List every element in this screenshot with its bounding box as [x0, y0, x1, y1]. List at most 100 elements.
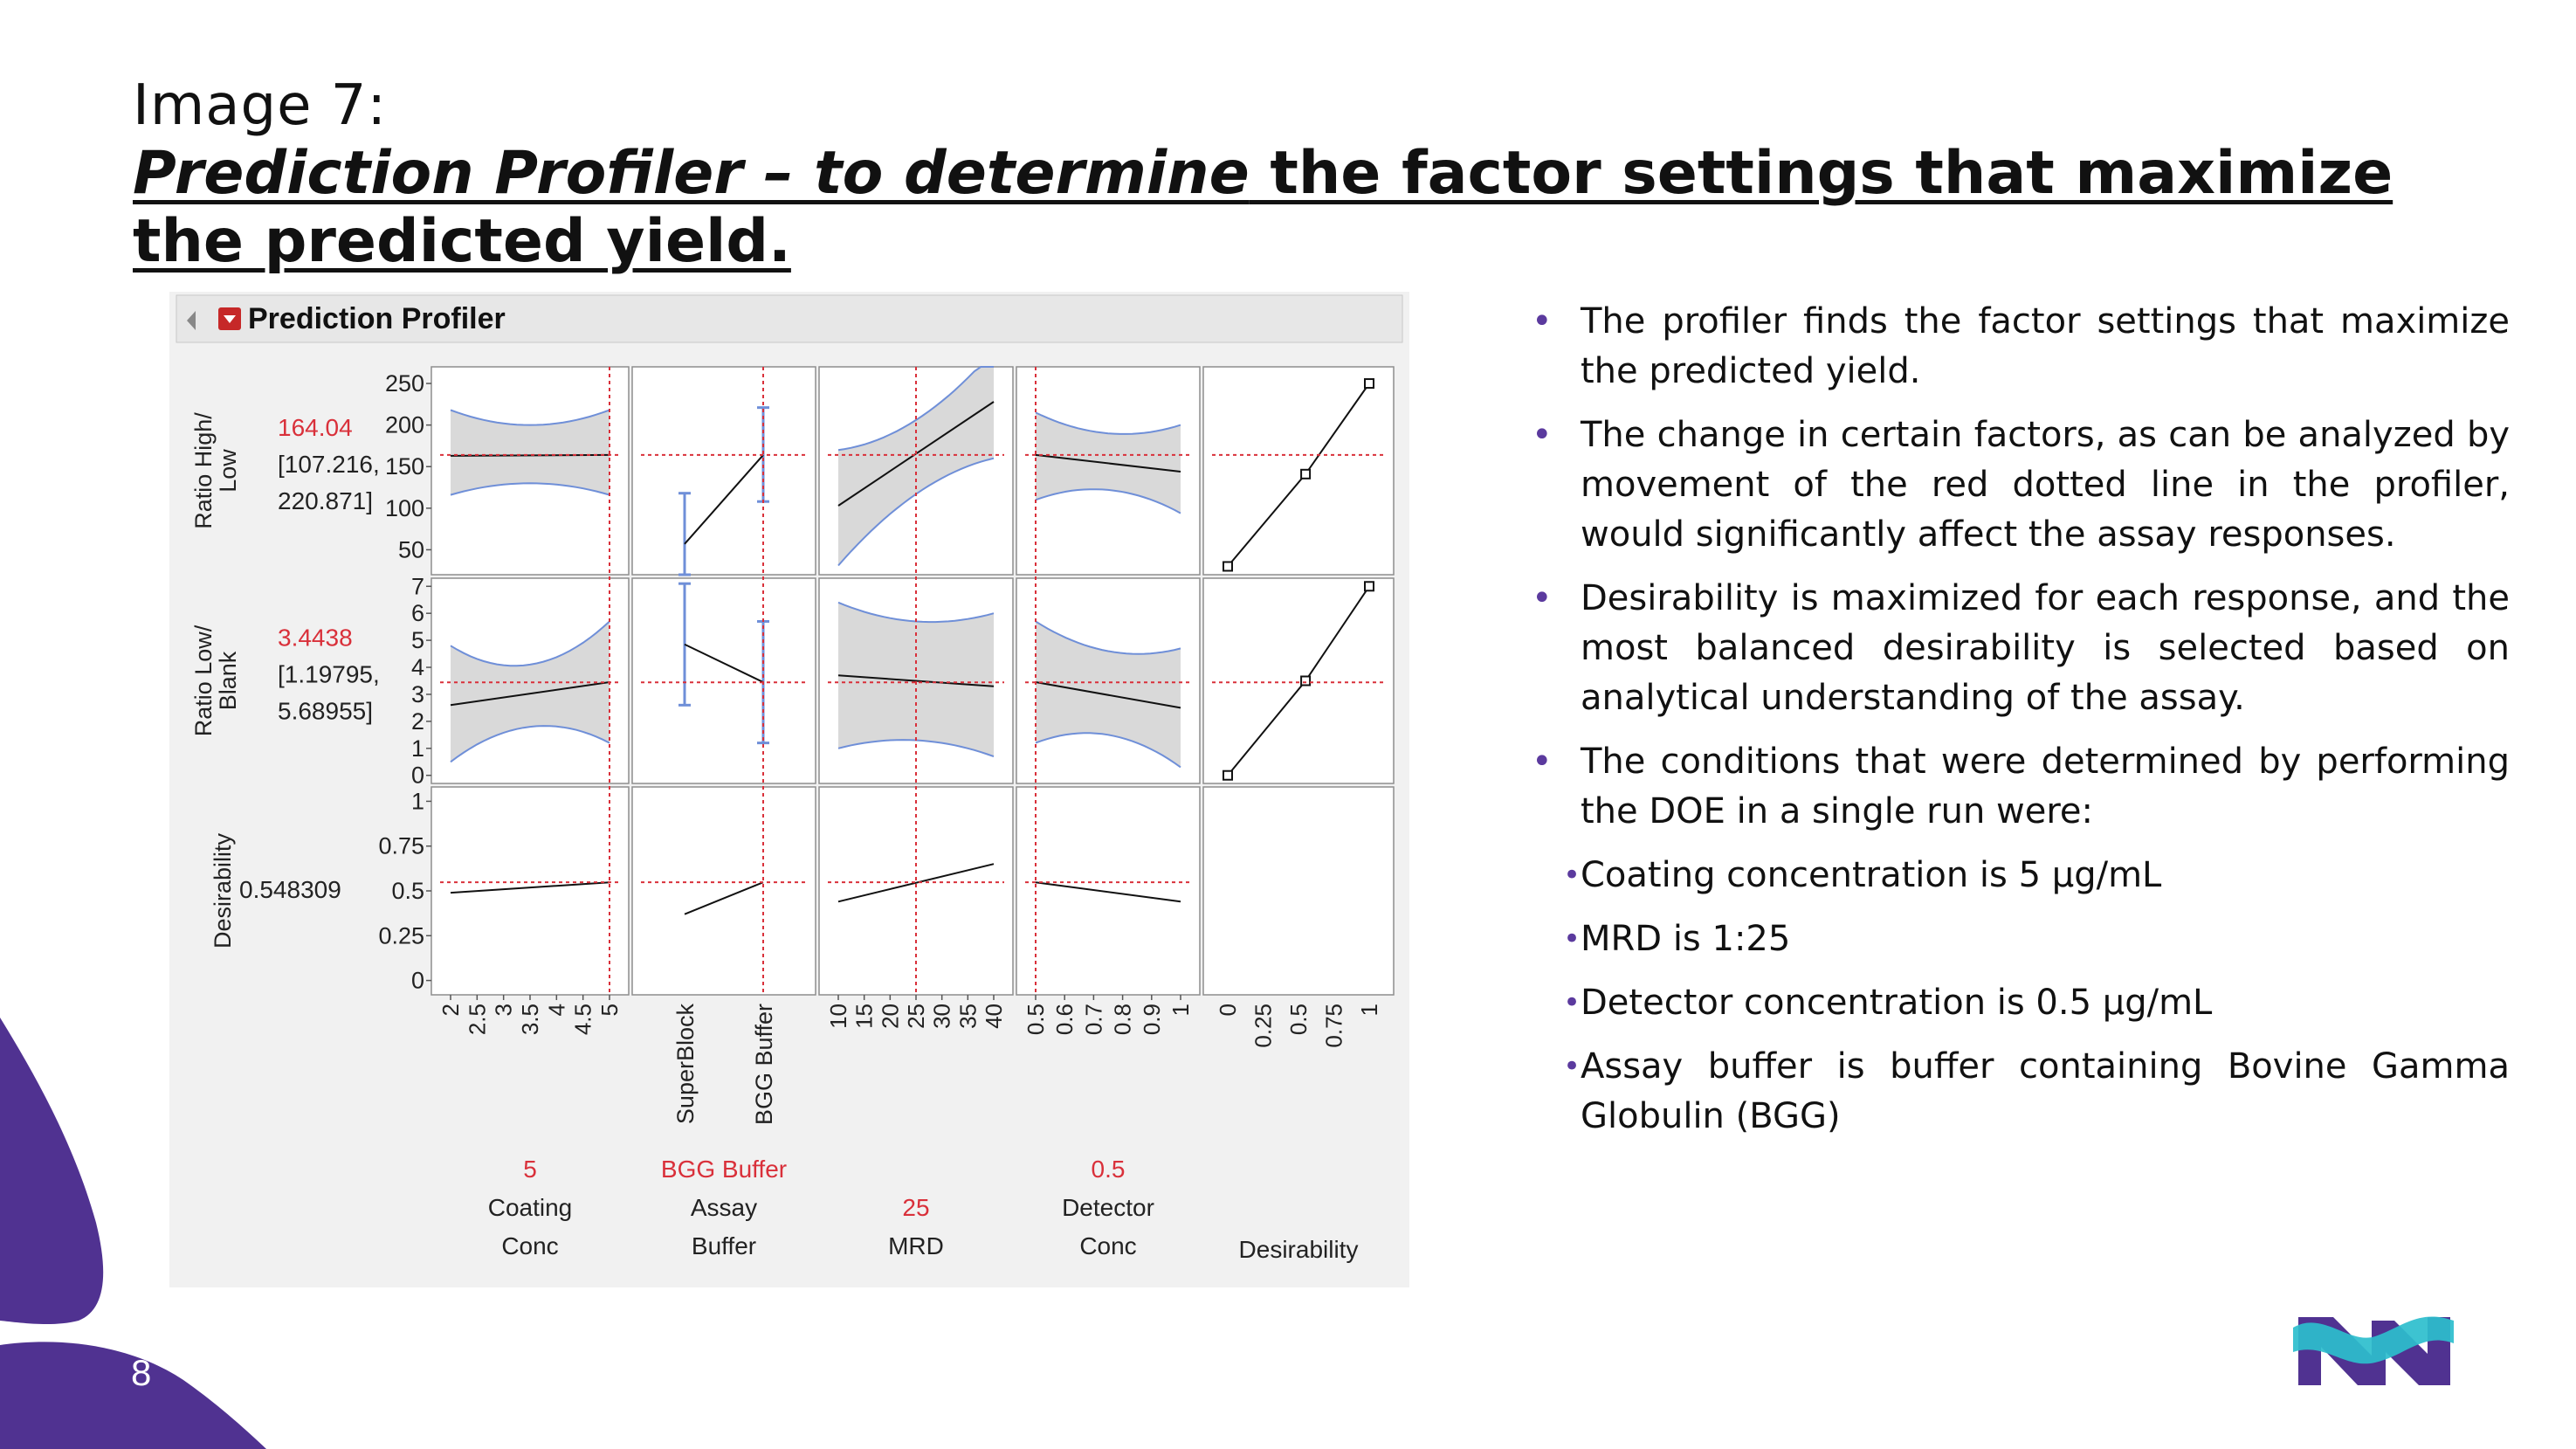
- x-tick-label: 1: [1167, 1004, 1194, 1016]
- row-confidence-interval: [1.19795,: [278, 661, 380, 688]
- bullet-dot: •: [1532, 301, 1553, 342]
- x-tick-label: 20: [877, 1004, 903, 1029]
- bullet-dot: •: [1532, 742, 1553, 782]
- bullet-text: Desirability is maximized for each respo…: [1581, 578, 2510, 718]
- column-label: Conc: [501, 1232, 558, 1259]
- prediction-trace: [684, 881, 764, 915]
- y-tick-label: 0: [411, 968, 424, 994]
- row-label: Ratio Low/: [190, 624, 217, 736]
- sub-bullet-text: Assay buffer is buffer containing Bovine…: [1581, 1046, 2510, 1136]
- y-tick-label: 1: [411, 788, 424, 814]
- row-current-value: 3.4438: [278, 624, 353, 652]
- bullet-text: The conditions that were determined by p…: [1581, 742, 2510, 831]
- desirability-marker: [1300, 468, 1312, 480]
- sub-bullet-text: Detector concentration is 0.5 µg/mL: [1581, 983, 2213, 1023]
- prediction-trace: [1035, 881, 1181, 903]
- x-tick-label: 35: [954, 1004, 981, 1029]
- x-tick-label: 0.9: [1139, 1004, 1165, 1035]
- y-tick-label: 0.5: [391, 878, 424, 904]
- prediction-trace: [837, 674, 995, 687]
- profiler-cell: [631, 366, 816, 576]
- sub-bullet-item: • Coating concentration is 5 µg/mL: [1523, 851, 2510, 900]
- desirability-marker: [1364, 378, 1374, 390]
- profiler-cell: [1202, 786, 1395, 996]
- row-confidence-interval: 5.68955]: [278, 698, 373, 725]
- x-tick-label: 10: [825, 1004, 851, 1029]
- profiler-header-bar: [176, 294, 1403, 343]
- row-confidence-interval: 220.871]: [278, 487, 373, 514]
- prediction-trace: [450, 681, 610, 707]
- y-tick-label: 150: [385, 453, 424, 480]
- row-current-value: 164.04: [278, 414, 353, 441]
- sub-bullet-text: MRD is 1:25: [1581, 919, 1791, 959]
- column-label: Coating: [488, 1194, 573, 1221]
- desirability-column-label: Desirability: [1239, 1236, 1359, 1263]
- profiler-cell: [1202, 366, 1395, 576]
- desirability-marker: [1223, 561, 1233, 572]
- row-label-group: Desirability: [210, 832, 236, 949]
- bullet-list: • The profiler finds the factor settings …: [1523, 297, 2510, 1156]
- column-label: Conc: [1079, 1232, 1136, 1259]
- prediction-trace: [450, 881, 610, 894]
- confidence-lower-curve: [450, 725, 610, 763]
- confidence-lower-curve: [1035, 732, 1181, 769]
- prediction-trace: [837, 863, 995, 903]
- sub-bullet-dot: •: [1563, 858, 1581, 893]
- x-tick-label: BGG Buffer: [751, 1004, 777, 1125]
- y-tick-label: 50: [398, 536, 424, 562]
- profiler-cell: [631, 577, 816, 784]
- slide-title-emphasis: Prediction Profiler – to determine: [133, 139, 1250, 208]
- row-label: Desirability: [210, 832, 236, 949]
- x-tick-label: 30: [929, 1004, 955, 1029]
- bullet-item: • The conditions that were determined by …: [1523, 737, 2510, 837]
- collapse-triangle-icon: [187, 311, 196, 330]
- x-tick-label: 2: [437, 1004, 464, 1016]
- y-tick-label: 6: [411, 600, 424, 626]
- bullet-text: The profiler finds the factor settings t…: [1581, 301, 2510, 391]
- bullet-item: • The profiler finds the factor settings …: [1523, 297, 2510, 397]
- confidence-lower-curve: [1035, 488, 1181, 514]
- x-tick-label: 15: [851, 1004, 878, 1029]
- column-current-value: 0.5: [1092, 1156, 1126, 1183]
- bullet-item: • Desirability is maximized for each resp…: [1523, 574, 2510, 723]
- row-label-group: Ratio Low/Blank: [190, 624, 241, 736]
- row-label-group: Ratio High/Low: [190, 412, 241, 529]
- x-tick-label: 0: [1215, 1004, 1241, 1016]
- y-tick-label: 4: [411, 654, 424, 680]
- row-label: Ratio High/: [190, 412, 217, 529]
- bullet-item: • The change in certain factors, as can b…: [1523, 411, 2510, 560]
- confidence-band: [838, 602, 994, 757]
- profiler-cell: [1016, 786, 1201, 996]
- prediction-trace: [1035, 453, 1181, 473]
- confidence-upper-curve: [1035, 620, 1181, 655]
- column-label: Assay: [691, 1194, 757, 1221]
- slide-heading: Image 7:: [133, 73, 388, 138]
- x-tick-label: 0.5: [1285, 1004, 1312, 1035]
- profiler-title: Prediction Profiler: [248, 302, 506, 335]
- x-tick-label: 0.25: [1250, 1004, 1277, 1048]
- bullet-dot: •: [1532, 578, 1553, 618]
- sub-bullet-item: • MRD is 1:25: [1523, 914, 2510, 964]
- sub-bullet-dot: •: [1563, 921, 1581, 956]
- x-tick-label: 0.8: [1110, 1004, 1136, 1035]
- x-tick-label: 5: [596, 1004, 623, 1016]
- sub-bullet-dot: •: [1563, 1049, 1581, 1084]
- desirability-marker: [1300, 675, 1312, 687]
- desirability-marker: [1223, 769, 1233, 781]
- y-tick-label: 1: [411, 735, 424, 762]
- x-tick-label: 0.75: [1321, 1004, 1347, 1048]
- x-tick-label: 2.5: [464, 1004, 490, 1035]
- sub-bullet-item: • Assay buffer is buffer containing Bovin…: [1523, 1042, 2510, 1142]
- column-current-value: 25: [902, 1194, 929, 1221]
- row-current-value: 0.548309: [239, 876, 341, 903]
- slide-title-rest: the factor settings that maximize the pr…: [133, 139, 2393, 276]
- prediction-trace: [450, 453, 610, 457]
- y-tick-label: 200: [385, 412, 424, 438]
- row-label: Low: [215, 449, 241, 493]
- company-logo: [2293, 1316, 2454, 1385]
- y-tick-label: 5: [411, 627, 424, 653]
- bullet-dot: •: [1532, 415, 1553, 455]
- y-tick-label: 3: [411, 681, 424, 707]
- desirability-marker: [1364, 581, 1374, 592]
- y-tick-label: 0.25: [378, 922, 424, 949]
